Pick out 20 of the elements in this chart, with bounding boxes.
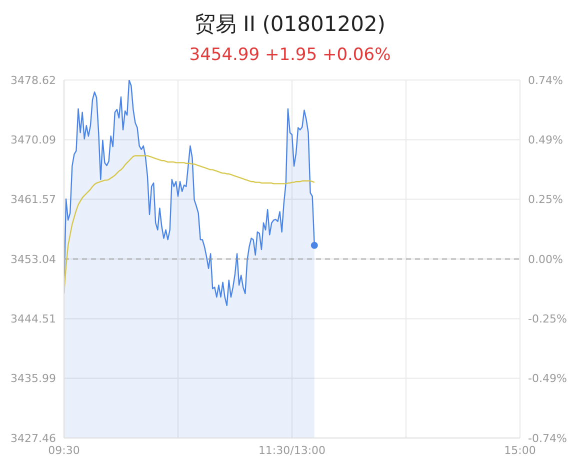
y-tick-label: 3470.09 [10, 134, 56, 147]
x-tick-label: 15:00 [504, 444, 536, 457]
y2-tick-label: 0.00% [528, 252, 563, 266]
y2-tick-label: -0.25% [528, 312, 567, 326]
y2-tick-label: -0.74% [528, 432, 567, 445]
line-series [64, 155, 315, 294]
y-tick-label: 3478.62 [10, 74, 56, 87]
y-tick-label: 3427.46 [10, 432, 56, 445]
y-tick-label: 3435.99 [10, 372, 56, 386]
chart-subtitle: 3454.99 +1.95 +0.06% [188, 44, 392, 67]
chart-title: 贸易 II (01801202) [193, 11, 386, 38]
y2-tick-label: 0.25% [528, 193, 563, 206]
x-tick-label: 11:30/13:00 [258, 444, 326, 457]
y2-tick-label: 0.49% [528, 134, 563, 147]
y2-tick-label: 0.74% [528, 74, 563, 87]
y-tick-label: 3444.51 [10, 312, 56, 326]
x-tick-label: 09:30 [48, 444, 80, 457]
y-tick-label: 3453.04 [10, 252, 56, 266]
y2-tick-label: -0.49% [528, 372, 567, 386]
y-tick-label: 3461.57 [10, 193, 56, 206]
